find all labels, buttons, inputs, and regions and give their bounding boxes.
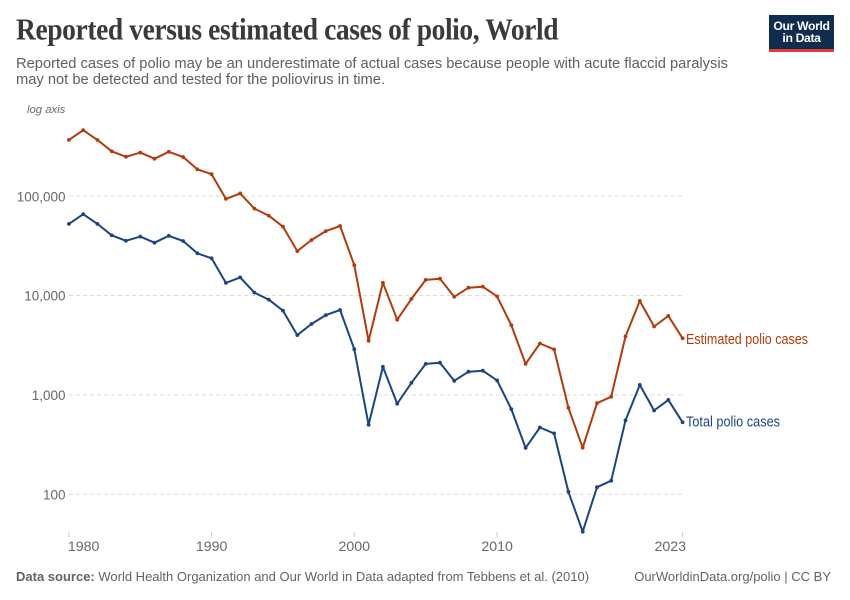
- svg-text:100,000: 100,000: [17, 189, 66, 204]
- svg-text:10,000: 10,000: [24, 289, 65, 304]
- svg-text:100: 100: [43, 488, 66, 503]
- svg-text:2023: 2023: [655, 539, 687, 555]
- svg-text:1990: 1990: [196, 539, 228, 555]
- svg-text:1,000: 1,000: [32, 388, 66, 403]
- svg-text:Estimated polio cases: Estimated polio cases: [686, 332, 808, 348]
- svg-text:2000: 2000: [339, 539, 371, 555]
- svg-text:2010: 2010: [481, 539, 513, 555]
- svg-text:1980: 1980: [68, 539, 100, 555]
- svg-text:Total polio cases: Total polio cases: [686, 415, 780, 431]
